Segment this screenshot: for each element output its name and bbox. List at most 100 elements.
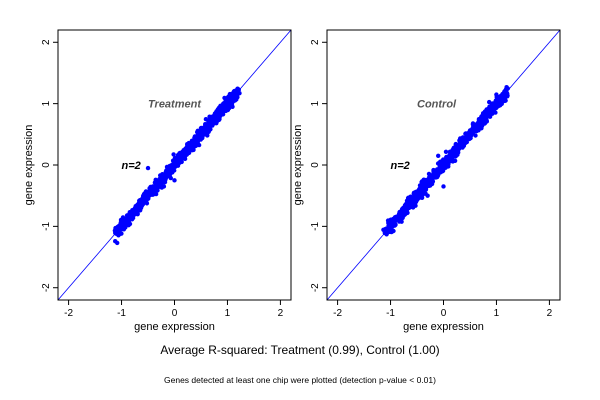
data-point: [215, 118, 220, 123]
data-point: [221, 108, 226, 113]
y-tick-label: 1: [310, 100, 321, 106]
x-tick-label: 1: [494, 308, 500, 319]
outlier-point: [145, 165, 151, 171]
data-point: [220, 104, 225, 110]
data-point: [440, 161, 446, 167]
y-tick-label: -1: [41, 221, 52, 230]
data-point: [496, 95, 501, 100]
outlier-point: [441, 184, 446, 189]
outlier-point: [161, 184, 167, 189]
main-caption: Average R-squared: Treatment (0.99), Con…: [160, 343, 440, 357]
y-tick-label: -2: [41, 283, 52, 292]
data-point: [228, 98, 233, 103]
group-label: Treatment: [148, 99, 202, 111]
x-tick-label: 2: [278, 308, 284, 319]
x-tick-label: 1: [225, 308, 231, 319]
data-point: [396, 213, 401, 219]
data-point: [457, 145, 462, 150]
data-point: [386, 220, 391, 226]
data-point: [229, 103, 235, 108]
outlier-point: [425, 193, 430, 198]
data-point: [143, 197, 148, 202]
data-point: [420, 186, 425, 191]
data-point: [406, 205, 412, 210]
sample-size-label: n=2: [122, 160, 141, 172]
y-tick-label: -1: [310, 221, 321, 230]
data-point: [440, 168, 445, 173]
data-point: [192, 140, 197, 146]
group-label: Control: [417, 99, 457, 111]
data-point: [171, 152, 176, 157]
data-point: [454, 152, 459, 157]
data-point: [167, 167, 172, 172]
data-point: [403, 211, 408, 216]
data-point: [495, 102, 500, 107]
sample-size-label: n=2: [391, 160, 410, 172]
y-tick-label: 2: [310, 39, 321, 45]
data-point: [435, 169, 440, 174]
data-point: [162, 172, 167, 178]
data-point: [484, 113, 489, 118]
data-point: [451, 145, 456, 151]
x-tick-label: 0: [172, 308, 178, 319]
data-point: [420, 192, 425, 197]
data-point: [150, 192, 155, 197]
data-point: [212, 111, 218, 116]
data-point: [434, 173, 440, 179]
data-point: [505, 94, 510, 99]
data-point: [116, 223, 122, 228]
data-point: [203, 131, 208, 137]
data-point: [232, 89, 238, 94]
data-point: [196, 142, 202, 148]
data-point: [187, 147, 192, 152]
data-point: [385, 230, 390, 235]
data-point: [466, 135, 471, 140]
data-point: [130, 208, 135, 213]
data-point: [216, 113, 221, 119]
data-point: [175, 157, 181, 163]
y-tick-label: 2: [41, 39, 52, 45]
data-point: [157, 180, 162, 185]
x-tick-label: -2: [64, 308, 73, 319]
data-point: [396, 217, 402, 223]
data-point: [195, 128, 200, 133]
y-axis-label: gene expression: [292, 125, 304, 206]
data-point: [385, 226, 390, 231]
data-point: [406, 195, 411, 200]
outlier-point: [198, 125, 204, 131]
panel-1: -2 -1 0 1 2 -2 -1 0 1 2 gene expression gene expres…: [23, 29, 292, 333]
x-tick-label: -1: [386, 308, 395, 319]
data-point: [224, 104, 230, 110]
data-point: [210, 123, 215, 128]
x-axis-label: gene expression: [403, 321, 484, 333]
data-point: [154, 184, 160, 189]
data-point: [147, 189, 152, 194]
data-point: [429, 181, 435, 187]
data-point: [134, 205, 139, 210]
sub-caption: Genes detected at least one chip were pl…: [164, 375, 436, 385]
data-point: [136, 201, 141, 207]
y-tick-label: 0: [310, 162, 321, 168]
data-point: [116, 233, 121, 238]
data-point: [504, 85, 509, 90]
data-point: [205, 122, 210, 127]
data-point: [414, 195, 419, 200]
outlier-point: [436, 153, 441, 158]
data-point: [452, 158, 458, 163]
data-point: [187, 142, 193, 148]
data-point: [420, 179, 425, 184]
y-tick-label: 1: [41, 100, 52, 106]
data-point: [480, 119, 485, 124]
data-point: [148, 184, 154, 190]
data-point: [174, 163, 179, 168]
data-point: [127, 211, 132, 216]
x-axis-label: gene expression: [134, 321, 215, 333]
data-point: [407, 199, 412, 204]
outlier-point: [182, 156, 188, 162]
y-axis-label: gene expression: [23, 125, 35, 206]
x-tick-label: -1: [117, 308, 126, 319]
data-point: [450, 154, 455, 159]
scatter-points: [381, 85, 510, 237]
data-point: [210, 117, 215, 123]
data-point: [115, 240, 120, 246]
